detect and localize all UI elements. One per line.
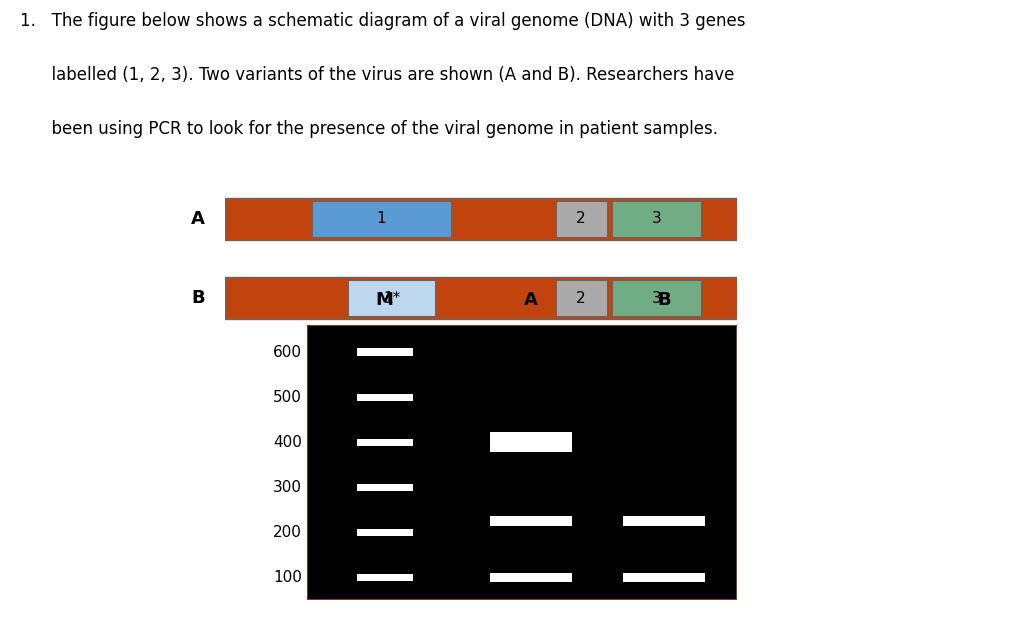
Text: A: A [524,291,538,309]
Bar [356,439,413,446]
Bar [624,573,705,581]
Bar [555,201,606,237]
Text: 100: 100 [273,570,302,585]
Text: 2: 2 [577,291,586,306]
Bar [624,516,705,526]
Bar [356,574,413,581]
Text: B: B [657,291,671,309]
Bar [555,280,606,316]
Text: 3: 3 [651,291,662,306]
Bar [356,484,413,491]
Text: B: B [191,289,205,308]
Bar [225,278,737,319]
Bar [356,349,413,356]
Text: been using PCR to look for the presence of the viral genome in patient samples.: been using PCR to look for the presence … [20,120,719,138]
Text: 600: 600 [273,344,302,359]
Text: 500: 500 [273,389,302,404]
Text: labelled (1, 2, 3). Two variants of the virus are shown (A and B). Researchers h: labelled (1, 2, 3). Two variants of the … [20,66,735,84]
Text: 2: 2 [577,211,586,226]
Text: 1.   The figure below shows a schematic diagram of a viral genome (DNA) with 3 g: 1. The figure below shows a schematic di… [20,12,745,31]
Text: M: M [376,291,393,309]
Bar [490,573,571,581]
Bar [612,280,701,316]
Bar [612,201,701,237]
Bar [348,280,435,316]
Text: 1*: 1* [383,291,400,306]
Text: 400: 400 [273,435,302,450]
Text: 300: 300 [273,480,302,495]
Bar [356,394,413,401]
Bar [356,529,413,536]
Bar [490,432,571,452]
Bar [490,516,571,526]
Text: 1: 1 [377,211,386,226]
Text: 200: 200 [273,525,302,540]
Bar [312,201,451,237]
Text: 3: 3 [651,211,662,226]
Bar [225,198,737,240]
Text: A: A [190,210,205,227]
